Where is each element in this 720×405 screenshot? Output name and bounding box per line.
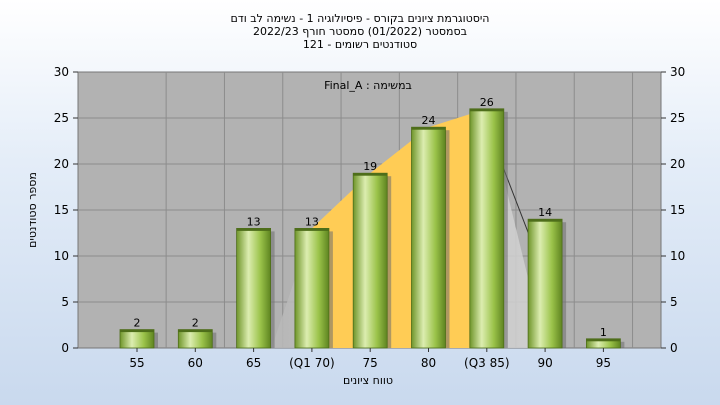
y-tick-label-left: 0: [61, 341, 69, 355]
bar: [411, 126, 446, 349]
y-tick-label-left: 30: [54, 65, 69, 79]
bar: [294, 227, 330, 349]
chart-title-line-3: סטודנטים רשומים - 121: [303, 38, 417, 51]
x-tick-label: (Q1 70): [289, 356, 335, 370]
bar-cap: [294, 228, 329, 231]
y-tick-label-right: 30: [670, 65, 685, 79]
bar: [236, 227, 272, 349]
x-tick-label: 55: [129, 356, 144, 370]
bar-value-label: 2: [192, 317, 199, 330]
x-tick-label: 95: [596, 356, 611, 370]
x-tick-label: (Q3 85): [464, 356, 510, 370]
x-axis-ticks: 55 60 65 (Q1 70) 75 80 (Q3 85) 90 95: [129, 348, 611, 370]
bar-cap: [469, 108, 504, 112]
bar: [527, 218, 563, 349]
y-axis-title: מספר סטודנטים: [26, 172, 39, 248]
bar-value-label: 24: [422, 114, 436, 127]
chart-title-line-1: היסטוגרמת ציונים בקורס - פיסיולוגיה 1 - …: [230, 12, 489, 25]
bar-cap: [353, 173, 388, 176]
chart-title-line-2: בסמסטר (01/2022) סמסטר חורף 2022/23: [253, 25, 467, 38]
x-tick-label: 90: [537, 356, 552, 370]
bar-value-label: 14: [538, 206, 552, 219]
y-tick-label-right: 10: [670, 249, 685, 263]
bar: [352, 172, 388, 349]
bar-cap: [178, 329, 213, 333]
y-axis-right-ticks: 0 5 10 15 20 25 30: [661, 65, 685, 355]
x-tick-label: 80: [421, 356, 436, 370]
y-tick-label-right: 5: [670, 295, 678, 309]
bar: [119, 329, 155, 349]
bar-value-label: 19: [363, 160, 377, 173]
y-tick-label-left: 5: [61, 295, 69, 309]
bar-value-label: 26: [480, 96, 494, 109]
bar-cap: [411, 127, 446, 130]
y-tick-label-left: 10: [54, 249, 69, 263]
x-tick-label: 60: [188, 356, 203, 370]
y-tick-label-right: 20: [670, 157, 685, 171]
y-tick-label-right: 15: [670, 203, 685, 217]
bar-cap: [528, 219, 563, 222]
bar-value-label: 1: [600, 326, 607, 339]
y-axis-left-ticks: 0 5 10 15 20 25 30: [54, 65, 78, 355]
x-axis-title: טווח ציונים: [343, 374, 393, 387]
y-tick-label-left: 15: [54, 203, 69, 217]
data-labels: 2 2 13 13 19 24 26 14 1: [134, 96, 607, 339]
bar-cap: [586, 338, 621, 342]
y-tick-label-left: 25: [54, 111, 69, 125]
y-tick-label-right: 25: [670, 111, 685, 125]
bar-cap: [236, 228, 271, 231]
x-tick-label: 75: [363, 356, 378, 370]
bar: [469, 108, 505, 349]
bar-value-label: 2: [134, 317, 141, 330]
y-tick-label-right: 0: [670, 341, 678, 355]
bar-value-label: 13: [247, 215, 261, 228]
bar: [177, 329, 213, 349]
bar-value-label: 13: [305, 215, 319, 228]
x-tick-label: 65: [246, 356, 261, 370]
chart-annotation: Final_A : במשימה: [324, 79, 412, 92]
y-tick-label-left: 20: [54, 157, 69, 171]
bars: [119, 108, 625, 349]
bar-cap: [120, 329, 154, 333]
